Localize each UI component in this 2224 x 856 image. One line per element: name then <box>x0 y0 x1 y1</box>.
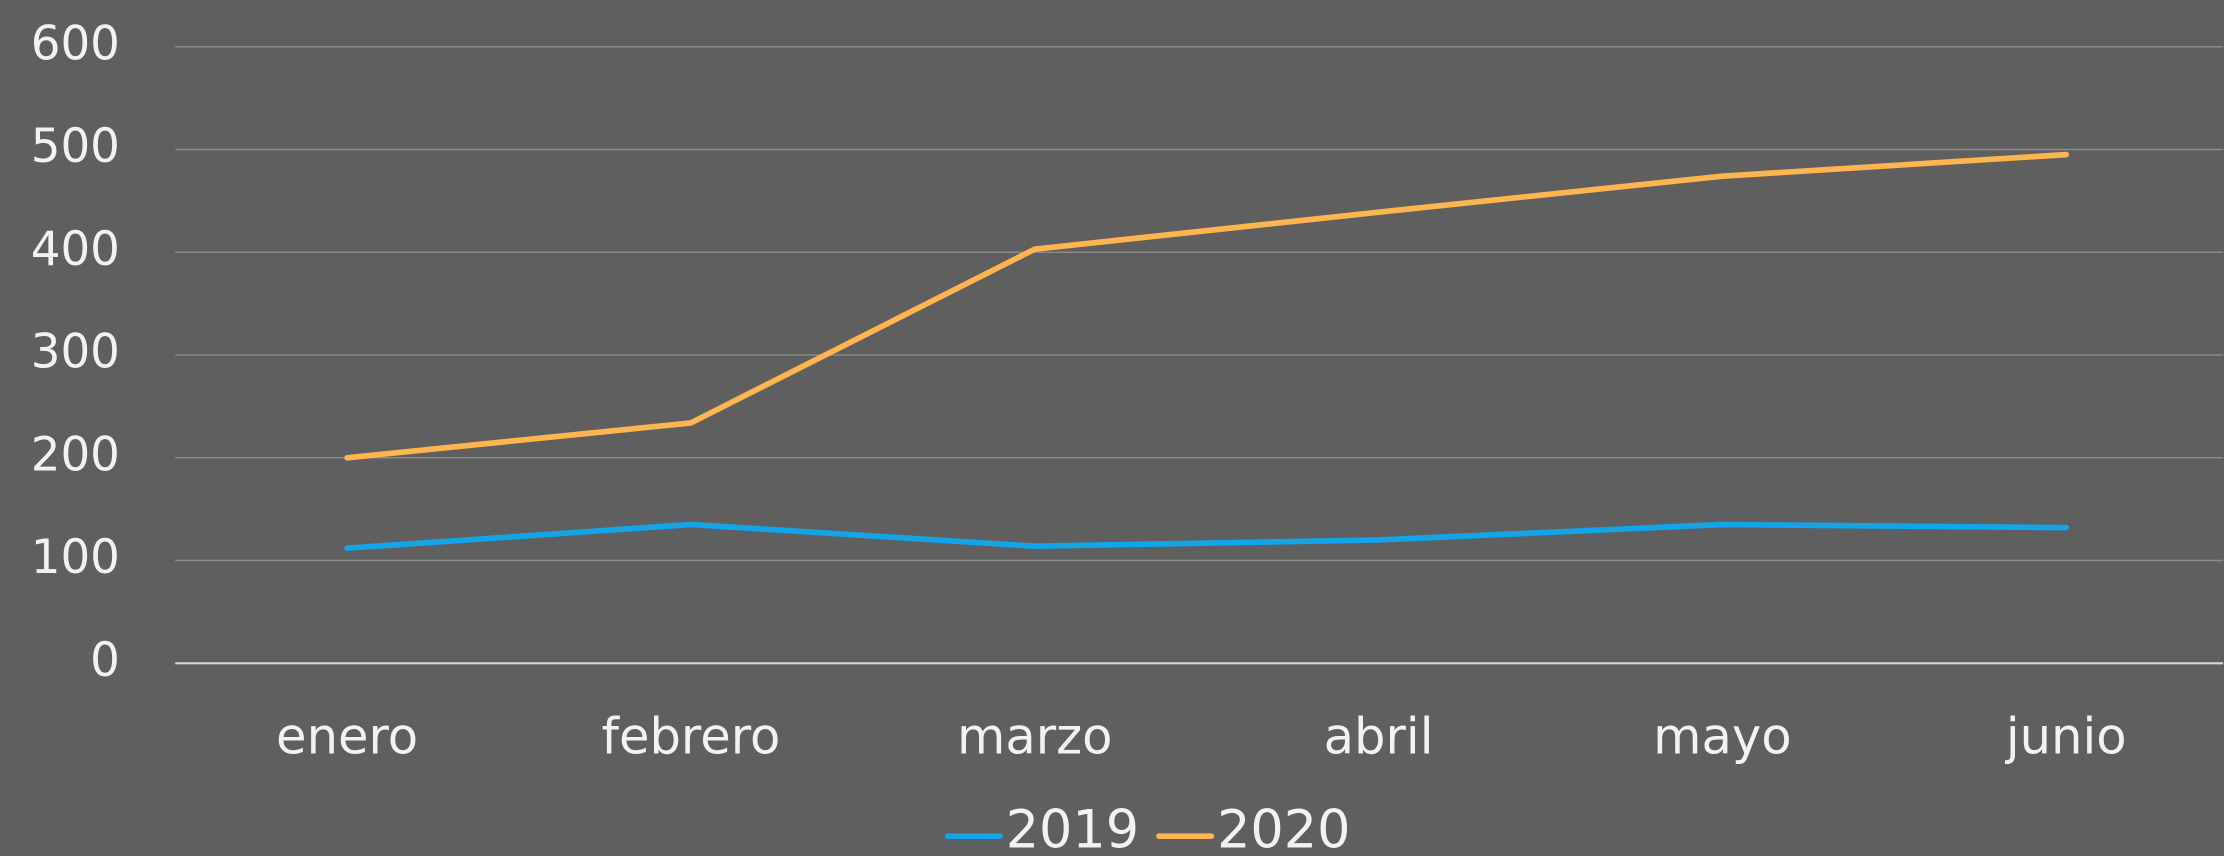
x-tick-label: abril <box>1324 707 1434 765</box>
x-tick-label: marzo <box>957 707 1112 765</box>
x-tick-label: mayo <box>1653 707 1791 765</box>
x-tick-label: enero <box>276 707 418 765</box>
legend-label: 2019 <box>1006 799 1139 856</box>
line-series <box>344 151 2070 461</box>
y-tick-label: 100 <box>31 531 120 585</box>
x-tick-label: junio <box>2005 707 2127 765</box>
line-series <box>344 521 2070 552</box>
y-tick-label: 400 <box>31 223 120 277</box>
legend-label: 2020 <box>1217 799 1350 856</box>
y-tick-label: 500 <box>31 120 120 174</box>
x-tick-label: febrero <box>601 707 780 765</box>
y-tick-label: 200 <box>31 428 120 482</box>
y-tick-label: 300 <box>31 326 120 380</box>
y-tick-label: 600 <box>31 17 120 71</box>
y-tick-label: 0 <box>90 634 120 688</box>
